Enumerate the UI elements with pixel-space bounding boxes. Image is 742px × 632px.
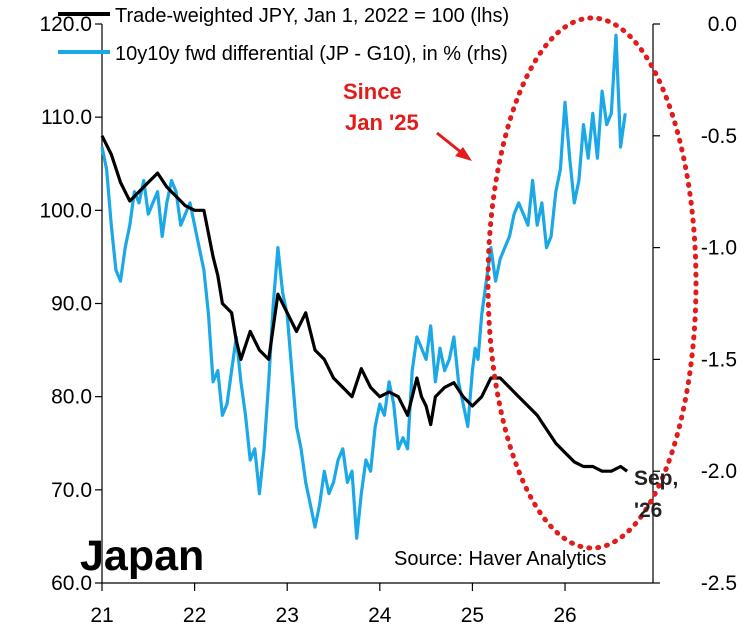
annotation-end-line1: Sep, [634, 467, 678, 490]
right-tick-label: -2.0 [701, 460, 737, 483]
legend-label-jpy: 10y10y fwd differential (JP - G10), in %… [115, 43, 508, 65]
right-axis-ticks: -2.5 -2.0 -1.5 -1.0 -0.5 0.0 [653, 13, 737, 595]
right-tick-label: -0.5 [701, 125, 737, 148]
right-tick-label: -1.5 [701, 348, 737, 371]
left-tick-label: 70.0 [51, 479, 92, 502]
annotation-end-line2: '26 [634, 499, 662, 522]
series-twjpy-line [100, 135, 629, 473]
x-tick-label: 24 [368, 604, 392, 627]
annotation-since-line1: Since [343, 79, 402, 104]
left-tick-label: 120.0 [39, 13, 92, 36]
legend-label-twjpy: Trade-weighted JPY, Jan 1, 2022 = 100 (l… [115, 5, 509, 27]
x-tick-label: 21 [90, 604, 113, 627]
left-axis-ticks: 60.0 70.0 80.0 90.0 100.0 110.0 120.0 [39, 13, 102, 595]
left-tick-label: 90.0 [51, 293, 92, 316]
annotation-arrow-head [455, 147, 472, 161]
series-jpy-line [100, 33, 627, 540]
x-tick-label: 25 [461, 604, 484, 627]
annotation-arrow-shaft [436, 131, 463, 155]
chart-title: Japan [80, 532, 204, 580]
x-tick-label: 22 [183, 604, 206, 627]
right-tick-label: -2.5 [701, 572, 737, 595]
right-tick-label: -1.0 [701, 237, 737, 260]
legend: Trade-weighted JPY, Jan 1, 2022 = 100 (l… [58, 5, 509, 65]
source-note: Source: Haver Analytics [394, 548, 606, 570]
x-tick-label: 26 [553, 604, 576, 627]
annotation-since: Since Jan '25 [343, 79, 472, 161]
highlight-ellipse [485, 15, 699, 551]
x-tick-label: 23 [276, 604, 299, 627]
plot-axes [101, 24, 654, 584]
left-tick-label: 110.0 [41, 106, 92, 129]
x-axis-ticks: 21 22 23 24 25 26 [90, 583, 577, 627]
left-tick-label: 80.0 [51, 386, 92, 409]
left-tick-label: 60.0 [51, 572, 92, 595]
left-tick-label: 100.0 [39, 199, 92, 222]
right-tick-label: 0.0 [708, 13, 737, 36]
annotation-since-line2: Jan '25 [345, 110, 419, 135]
annotation-end: Sep, '26 [634, 467, 678, 522]
